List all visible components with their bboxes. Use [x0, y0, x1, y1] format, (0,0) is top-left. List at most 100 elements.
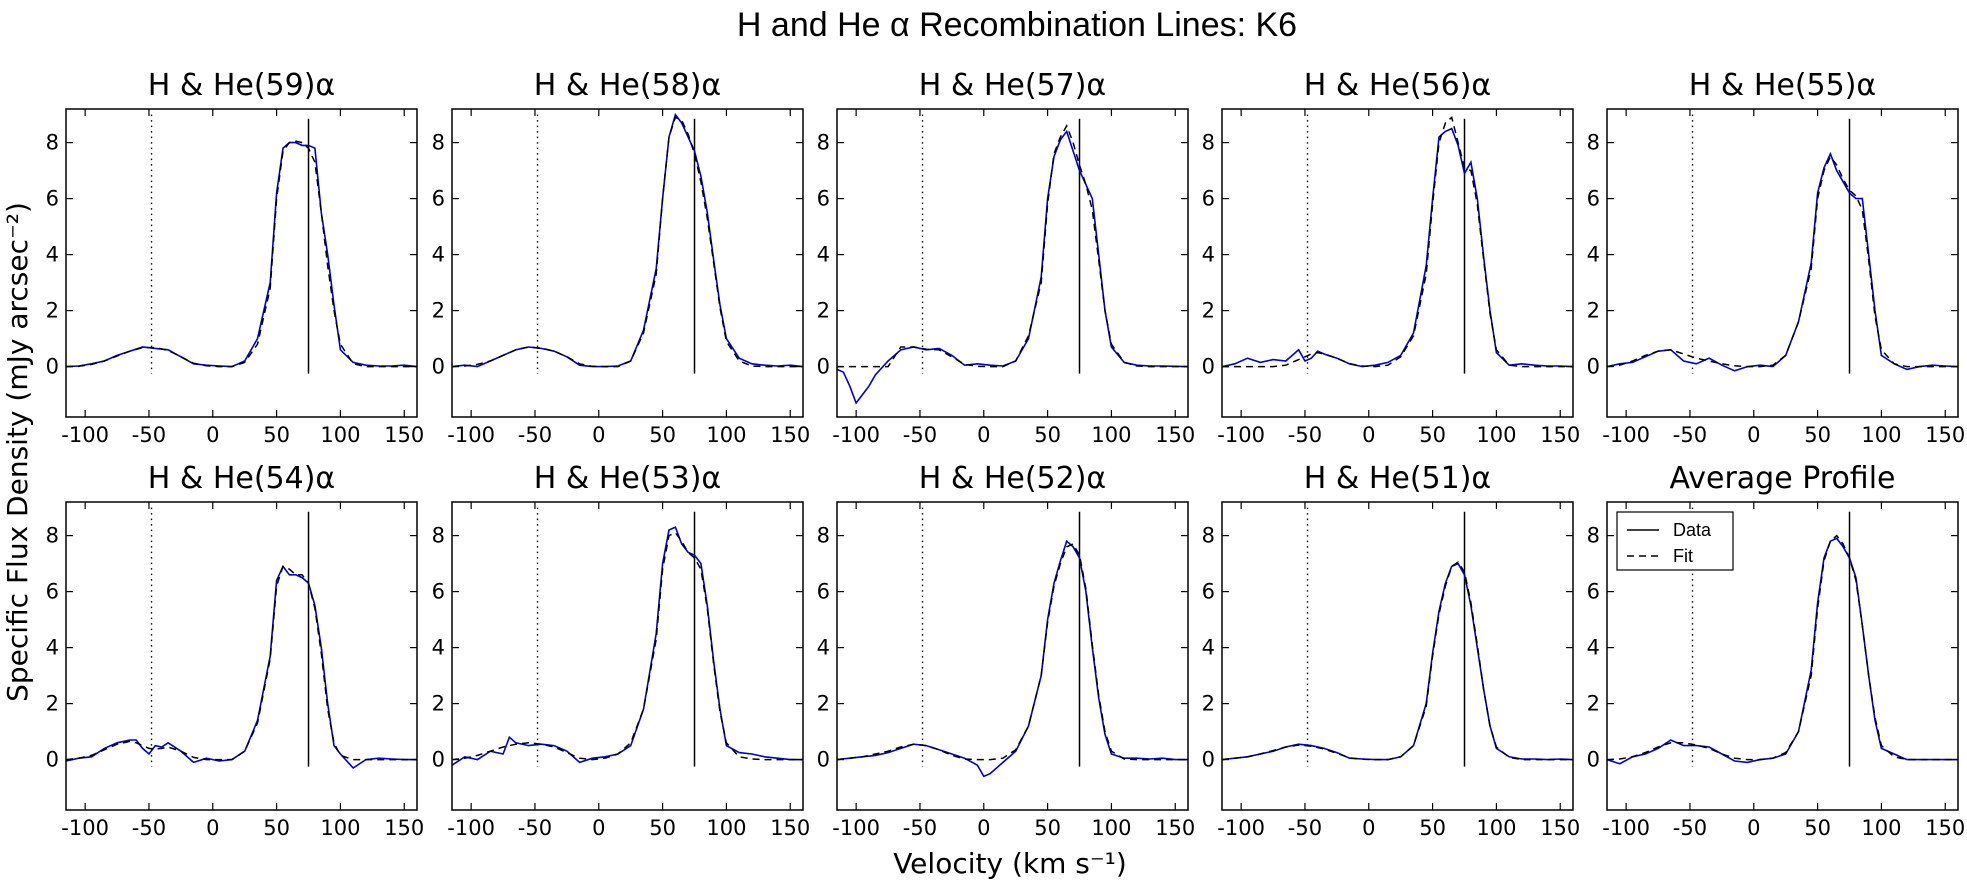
y-tick-label: 2: [1202, 692, 1215, 716]
panel-title: Average Profile: [1669, 461, 1895, 496]
y-tick-label: 2: [432, 299, 445, 323]
fit-line: [65, 565, 417, 761]
y-tick-label: 2: [432, 692, 445, 716]
panel-1: H & He(59)α -100 -50 0 50 100 150 0 2 4 6 8: [46, 68, 425, 447]
y-tick-label: 2: [817, 299, 830, 323]
x-tick-label: 100: [1091, 816, 1131, 840]
x-tick-label: 100: [320, 423, 360, 447]
y-tick-label: 2: [817, 692, 830, 716]
x-tick-label: 0: [977, 423, 990, 447]
data-line: [451, 112, 804, 368]
y-tick-label: 0: [432, 355, 445, 379]
x-tick-label: 100: [1861, 423, 1901, 447]
panel-title: H & He(54)α: [148, 461, 335, 496]
axes-frame: [65, 501, 418, 811]
y-tick-label: 6: [1202, 580, 1215, 604]
panel-title: H & He(55)α: [1689, 68, 1876, 103]
fit-line: [837, 124, 1188, 368]
y-tick-label: 0: [1587, 748, 1600, 772]
x-tick-label: 150: [384, 816, 424, 840]
y-tick-label: 4: [432, 243, 445, 267]
axes-frame: [1606, 108, 1959, 418]
panel-title: H & He(52)α: [919, 461, 1106, 496]
panel-7: H & He(53)α -100 -50 0 50 100 150 0 2 4 6 8: [432, 461, 811, 840]
x-tick-label: 0: [1747, 816, 1760, 840]
x-tick-label: -100: [1602, 423, 1650, 447]
axes-frame: [451, 108, 804, 418]
x-tick-label: 100: [706, 423, 746, 447]
y-tick-label: 2: [46, 692, 59, 716]
axes-frame: [65, 108, 418, 418]
fit-line: [65, 140, 417, 368]
x-tick-label: 50: [1034, 816, 1061, 840]
x-tick-label: 150: [384, 423, 424, 447]
y-tick-label: 8: [1587, 524, 1600, 548]
data-line: [836, 129, 1189, 405]
y-tick-label: 0: [817, 748, 830, 772]
fit-line: [451, 531, 803, 761]
y-tick-label: 8: [1202, 524, 1215, 548]
fit-line: [1222, 116, 1573, 368]
x-tick-label: 0: [1747, 423, 1760, 447]
x-tick-label: 150: [1155, 423, 1195, 447]
y-tick-label: 4: [1202, 636, 1215, 660]
fit-line: [1606, 155, 1958, 368]
y-tick-label: 4: [1202, 243, 1215, 267]
x-tick-label: 100: [1861, 816, 1901, 840]
data-line: [1606, 151, 1959, 372]
y-tick-label: 0: [46, 748, 59, 772]
y-tick-label: 4: [46, 243, 59, 267]
x-tick-label: -50: [132, 423, 166, 447]
y-tick-label: 0: [1587, 355, 1600, 379]
x-tick-label: 150: [770, 423, 810, 447]
x-tick-label: -50: [1673, 423, 1707, 447]
y-tick-label: 6: [46, 580, 59, 604]
fit-line: [836, 543, 1188, 761]
x-tick-label: -100: [447, 423, 495, 447]
x-tick-label: -50: [903, 423, 937, 447]
x-tick-label: 100: [320, 816, 360, 840]
y-tick-label: 8: [1202, 131, 1215, 155]
y-tick-label: 6: [817, 580, 830, 604]
panel-3: H & He(57)α -100 -50 0 50 100 150 0 2 4 6 8: [817, 68, 1196, 447]
y-tick-label: 6: [46, 187, 59, 211]
x-tick-label: 150: [1925, 423, 1965, 447]
y-tick-label: 0: [817, 355, 830, 379]
x-tick-label: 150: [1155, 816, 1195, 840]
y-tick-label: 2: [46, 299, 59, 323]
panel-10: Average Profile -100 -50 0 50 100 150 0 2 4 6 8 Data…: [1587, 461, 1966, 840]
x-tick-label: 0: [977, 816, 990, 840]
y-tick-label: 6: [1587, 187, 1600, 211]
y-tick-label: 6: [817, 187, 830, 211]
x-tick-label: 50: [263, 816, 290, 840]
panel-4: H & He(56)α -100 -50 0 50 100 150 0 2 4 6 8: [1202, 68, 1581, 447]
data-line: [65, 564, 417, 770]
panel-8: H & He(52)α -100 -50 0 50 100 150 0 2 4 6 8: [817, 461, 1196, 840]
x-tick-label: 150: [1540, 423, 1580, 447]
axes-frame: [836, 108, 1189, 418]
y-tick-label: 4: [1587, 243, 1600, 267]
panel-title: H & He(59)α: [148, 68, 335, 103]
y-tick-label: 8: [432, 524, 445, 548]
y-tick-label: 8: [46, 524, 59, 548]
data-line: [65, 141, 418, 368]
x-tick-label: 100: [706, 816, 746, 840]
y-tick-label: 2: [1587, 299, 1600, 323]
x-tick-label: 50: [649, 423, 676, 447]
x-tick-label: -100: [447, 816, 495, 840]
y-tick-label: 6: [1202, 187, 1215, 211]
y-tick-label: 6: [432, 580, 445, 604]
axes-frame: [1606, 501, 1959, 811]
legend-entry-label: Data: [1673, 520, 1712, 540]
data-line: [1606, 537, 1958, 765]
fit-line: [451, 116, 803, 368]
x-tick-label: 50: [1804, 423, 1831, 447]
y-tick-label: 0: [46, 355, 59, 379]
x-tick-label: -100: [61, 816, 109, 840]
figure-title: H and He α Recombination Lines: K6: [737, 6, 1297, 44]
x-tick-label: 150: [770, 816, 810, 840]
legend-entry-label: Fit: [1673, 546, 1693, 566]
axes-frame: [1221, 501, 1574, 811]
y-tick-label: 4: [1587, 636, 1600, 660]
